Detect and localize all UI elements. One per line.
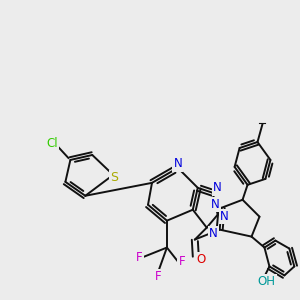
Text: S: S [110, 171, 118, 184]
Text: F: F [178, 255, 185, 268]
Text: N: N [213, 181, 222, 194]
Text: OH: OH [257, 275, 275, 288]
Text: N: N [211, 198, 220, 211]
Text: N: N [173, 158, 182, 170]
Text: Cl: Cl [46, 136, 58, 149]
Text: F: F [136, 251, 142, 264]
Text: O: O [196, 253, 206, 266]
Text: F: F [155, 270, 161, 283]
Text: N: N [209, 227, 218, 240]
Text: N: N [220, 210, 229, 223]
